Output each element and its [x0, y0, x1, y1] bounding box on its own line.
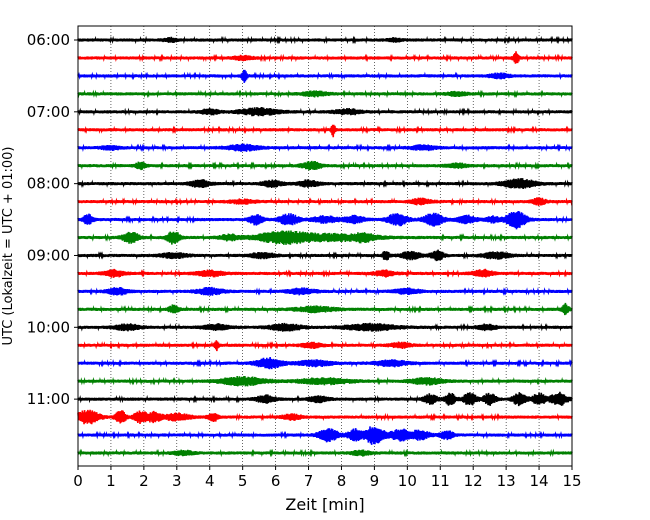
- trace-0915: [77, 268, 573, 278]
- trace-1045: [77, 375, 573, 387]
- x-tick-label: 3: [172, 472, 182, 490]
- trace-0945: [77, 302, 573, 316]
- trace-0845: [77, 230, 573, 245]
- y-tick-label: 08:00: [27, 175, 70, 193]
- trace-0600: [77, 35, 573, 45]
- trace-0830: [77, 211, 573, 230]
- trace-0645: [77, 89, 573, 99]
- x-axis: 0 1 2 3 4 5 6 7 8 9 10 11 12 13 14 15: [73, 466, 582, 490]
- y-axis-label: UTC (Lokalzeit = UTC + 01:00): [1, 147, 16, 346]
- trace-0615: [77, 51, 573, 64]
- trace-0700: [77, 107, 573, 117]
- trace-0730: [77, 143, 573, 153]
- x-tick-label: 14: [530, 472, 549, 490]
- x-tick-label: 13: [497, 472, 516, 490]
- y-axis: 06:00 07:00 08:00 09:00 10:00 11:00: [27, 31, 78, 408]
- trace-0900: [77, 249, 573, 262]
- trace-0715: [77, 124, 573, 138]
- trace-0745: [77, 160, 573, 171]
- trace-1115: [77, 409, 573, 425]
- x-tick-label: 5: [238, 472, 248, 490]
- x-tick-label: 2: [139, 472, 149, 490]
- seismogram-traces: [77, 35, 573, 458]
- y-tick-label: 07:00: [27, 103, 70, 121]
- y-tick-label: 10:00: [27, 318, 70, 336]
- y-tick-label: 06:00: [27, 31, 70, 49]
- plot-frame: [77, 25, 573, 467]
- trace-0800: [77, 178, 573, 189]
- x-tick-label: 9: [370, 472, 380, 490]
- x-tick-label: 10: [398, 472, 417, 490]
- trace-1030: [77, 357, 573, 370]
- x-tick-label: 15: [562, 472, 581, 490]
- x-tick-label: 7: [304, 472, 314, 490]
- trace-1015: [77, 340, 573, 352]
- trace-0815: [77, 197, 573, 207]
- x-tick-label: 12: [464, 472, 483, 490]
- x-tick-label: 4: [205, 472, 215, 490]
- trace-0630: [77, 69, 573, 83]
- x-tick-label: 11: [431, 472, 450, 490]
- x-tick-label: 0: [73, 472, 83, 490]
- x-tick-label: 6: [271, 472, 281, 490]
- x-tick-label: 8: [337, 472, 347, 490]
- trace-1000: [77, 322, 573, 332]
- trace-1100: [77, 391, 573, 407]
- y-tick-label: 11:00: [27, 390, 70, 408]
- trace-1145: [77, 448, 573, 458]
- y-tick-label: 09:00: [27, 246, 70, 264]
- x-tick-label: 1: [106, 472, 116, 490]
- trace-0930: [77, 286, 573, 296]
- x-axis-label: Zeit [min]: [285, 495, 364, 514]
- trace-1130: [77, 426, 573, 445]
